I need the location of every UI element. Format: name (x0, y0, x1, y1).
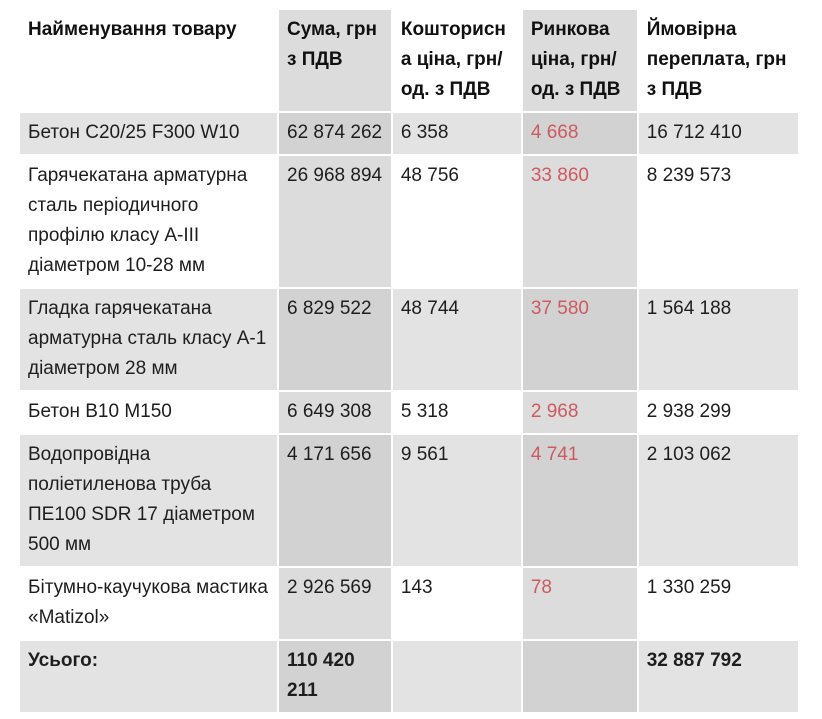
cell-product-name: Гладка гарячекатана арматурна сталь клас… (20, 289, 277, 390)
cell-overpayment: 1 564 188 (638, 289, 798, 390)
cell-sum: 4 171 656 (279, 435, 391, 566)
cell-total-sum: 110 420 211 (279, 641, 391, 712)
table-row: Бітумно-каучукова мастика «Matizol» 2 92… (20, 568, 798, 639)
cell-overpayment: 8 239 573 (646, 165, 732, 186)
table-row: Водопровідна поліетиленова труба ПЕ100 S… (20, 435, 798, 566)
table-row: Гладка гарячекатана арматурна сталь клас… (20, 289, 798, 390)
cell-estimate-price: 48 744 (392, 289, 521, 390)
cell-market-price: 37 580 (522, 289, 637, 390)
cell-product-name: Бетон В10 М150 (28, 401, 172, 422)
cell-overpayment: 1 330 259 (646, 577, 732, 598)
cell-overpayment: 16 712 410 (638, 113, 798, 154)
col-header-product-name: Найменування товару (28, 19, 237, 40)
col-header-sum: Сума, грн з ПДВ (279, 10, 391, 111)
cell-market-price: 4 668 (522, 113, 637, 154)
col-header-estimate-price: Кошторисна ціна, грн/од. з ПДВ (400, 19, 506, 100)
table-row: Бетон В10 М150 6 649 308 5 318 2 968 2 9… (20, 392, 798, 433)
cell-product-name: Бетон С20/25 F300 W10 (20, 113, 277, 154)
cell-estimate-price: 48 756 (400, 165, 459, 186)
cell-estimate-price: 6 358 (392, 113, 521, 154)
cell-sum: 26 968 894 (279, 156, 391, 287)
cell-market-price: 33 860 (522, 156, 637, 287)
header-row: Найменування товару Сума, грн з ПДВ Кошт… (20, 10, 798, 111)
cell-sum: 2 926 569 (279, 568, 391, 639)
total-row: Усього: 110 420 211 32 887 792 (20, 641, 798, 712)
cell-market-price: 2 968 (522, 392, 637, 433)
cell-estimate-price: 9 561 (392, 435, 521, 566)
overpayment-table: Найменування товару Сума, грн з ПДВ Кошт… (18, 8, 800, 714)
cell-sum: 6 829 522 (279, 289, 391, 390)
table-row: Гарячекатана арматурна сталь періодичног… (20, 156, 798, 287)
cell-product-name: Бітумно-каучукова мастика «Matizol» (28, 577, 268, 628)
cell-sum: 62 874 262 (279, 113, 391, 154)
col-header-overpayment: Ймовірна переплата, грн з ПДВ (646, 19, 787, 100)
cell-sum: 6 649 308 (279, 392, 391, 433)
cell-overpayment: 2 103 062 (638, 435, 798, 566)
cell-total-overpayment: 32 887 792 (638, 641, 798, 712)
cell-estimate-price: 5 318 (400, 401, 449, 422)
table-row: Бетон С20/25 F300 W10 62 874 262 6 358 4… (20, 113, 798, 154)
cell-product-name: Водопровідна поліетиленова труба ПЕ100 S… (20, 435, 277, 566)
cell-estimate-price: 143 (400, 577, 433, 598)
cell-total-market-price (522, 641, 637, 712)
col-header-market-price: Ринкова ціна, грн/ од. з ПДВ (522, 10, 637, 111)
cell-total-estimate-price (392, 641, 521, 712)
cell-market-price: 4 741 (522, 435, 637, 566)
cell-total-label: Усього: (20, 641, 277, 712)
cell-market-price: 78 (522, 568, 637, 639)
cell-overpayment: 2 938 299 (646, 401, 732, 422)
cell-product-name: Гарячекатана арматурна сталь періодичног… (28, 165, 248, 276)
